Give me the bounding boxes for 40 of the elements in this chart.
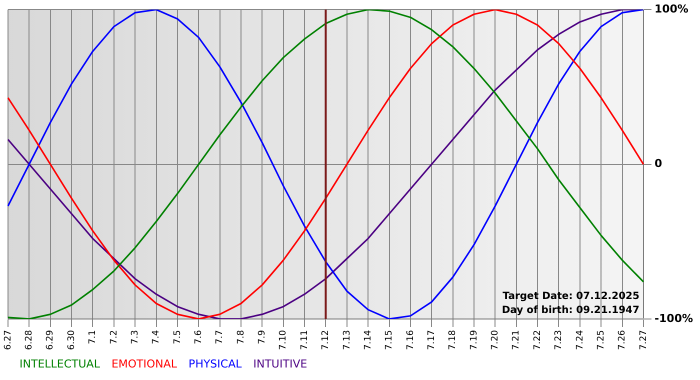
x-tick-label: 7.3 bbox=[130, 330, 140, 344]
x-tick-label: 7.10 bbox=[278, 330, 289, 350]
y-tick-label: -100% bbox=[654, 312, 694, 325]
annotation: Day of birth: 09.21.1947 bbox=[502, 304, 640, 316]
x-tick-label: 7.17 bbox=[426, 330, 437, 350]
x-tick-label: 7.13 bbox=[342, 330, 352, 350]
x-tick-label: 7.14 bbox=[363, 330, 374, 350]
x-tick-label: 7.11 bbox=[300, 330, 310, 350]
y-tick-label: 0 bbox=[654, 157, 662, 170]
x-tick-label: 7.12 bbox=[321, 330, 332, 350]
x-tick-label: 6.27 bbox=[3, 330, 14, 350]
x-tick-label: 7.19 bbox=[469, 330, 480, 350]
text: PHYSICAL bbox=[188, 357, 243, 370]
text: INTUITIVE bbox=[253, 357, 308, 370]
x-tick-label: 7.27 bbox=[638, 330, 649, 350]
x-tick-label: 7.7 bbox=[215, 330, 226, 344]
x-tick-label: 7.5 bbox=[172, 330, 183, 344]
x-tick-label: 7.21 bbox=[512, 330, 522, 350]
x-tick-label: 7.6 bbox=[194, 330, 204, 344]
x-tick-label: 6.30 bbox=[66, 330, 77, 350]
x-tick-label: 7.9 bbox=[258, 330, 268, 344]
x-tick-label: 7.8 bbox=[236, 330, 246, 344]
x-tick-label: 7.16 bbox=[406, 330, 416, 350]
x-tick-label: 7.20 bbox=[490, 330, 501, 350]
y-tick-label: 100% bbox=[654, 2, 688, 16]
x-tick-label: 7.22 bbox=[532, 330, 543, 350]
x-tick-label: 7.15 bbox=[384, 330, 395, 350]
x-tick-label: 6.29 bbox=[46, 330, 56, 350]
annotation: Target Date: 07.12.2025 bbox=[502, 290, 640, 302]
x-tick-label: 7.25 bbox=[596, 330, 606, 350]
x-tick-label: 7.18 bbox=[448, 330, 458, 350]
x-tick-label: 7.24 bbox=[575, 330, 586, 350]
text: INTELLECTUAL bbox=[20, 357, 101, 370]
text: EMOTIONAL bbox=[111, 357, 178, 370]
x-tick-label: 6.28 bbox=[24, 330, 35, 350]
x-tick-label: 7.26 bbox=[618, 330, 628, 350]
x-tick-label: 7.2 bbox=[109, 330, 120, 344]
x-tick-label: 7.4 bbox=[152, 330, 162, 344]
x-tick-label: 7.23 bbox=[554, 330, 564, 350]
x-tick-label: 7.1 bbox=[88, 330, 98, 344]
